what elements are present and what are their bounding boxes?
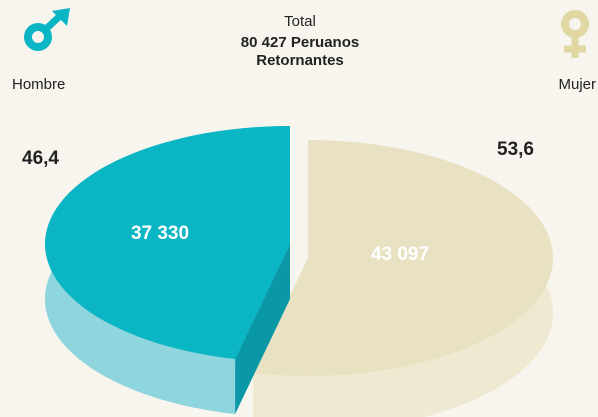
chart-subtitle: 80 427 Peruanos Retornantes bbox=[240, 34, 360, 69]
legend-label: Hombre bbox=[12, 76, 65, 93]
chart-title: Total bbox=[284, 13, 316, 30]
count-label: 37 330 bbox=[131, 223, 189, 244]
slice-cut-face bbox=[235, 244, 290, 414]
slice bbox=[253, 140, 553, 376]
subtitle-box: 80 427 Peruanos Retornantes bbox=[240, 34, 360, 69]
value-label: 53,6 bbox=[497, 139, 534, 160]
value-label: 46,4 bbox=[22, 148, 59, 169]
legend-label: Mujer bbox=[558, 76, 596, 93]
count-label: 43 097 bbox=[371, 244, 429, 265]
male-icon bbox=[24, 8, 70, 51]
slice bbox=[45, 126, 290, 359]
female-icon bbox=[561, 10, 589, 58]
